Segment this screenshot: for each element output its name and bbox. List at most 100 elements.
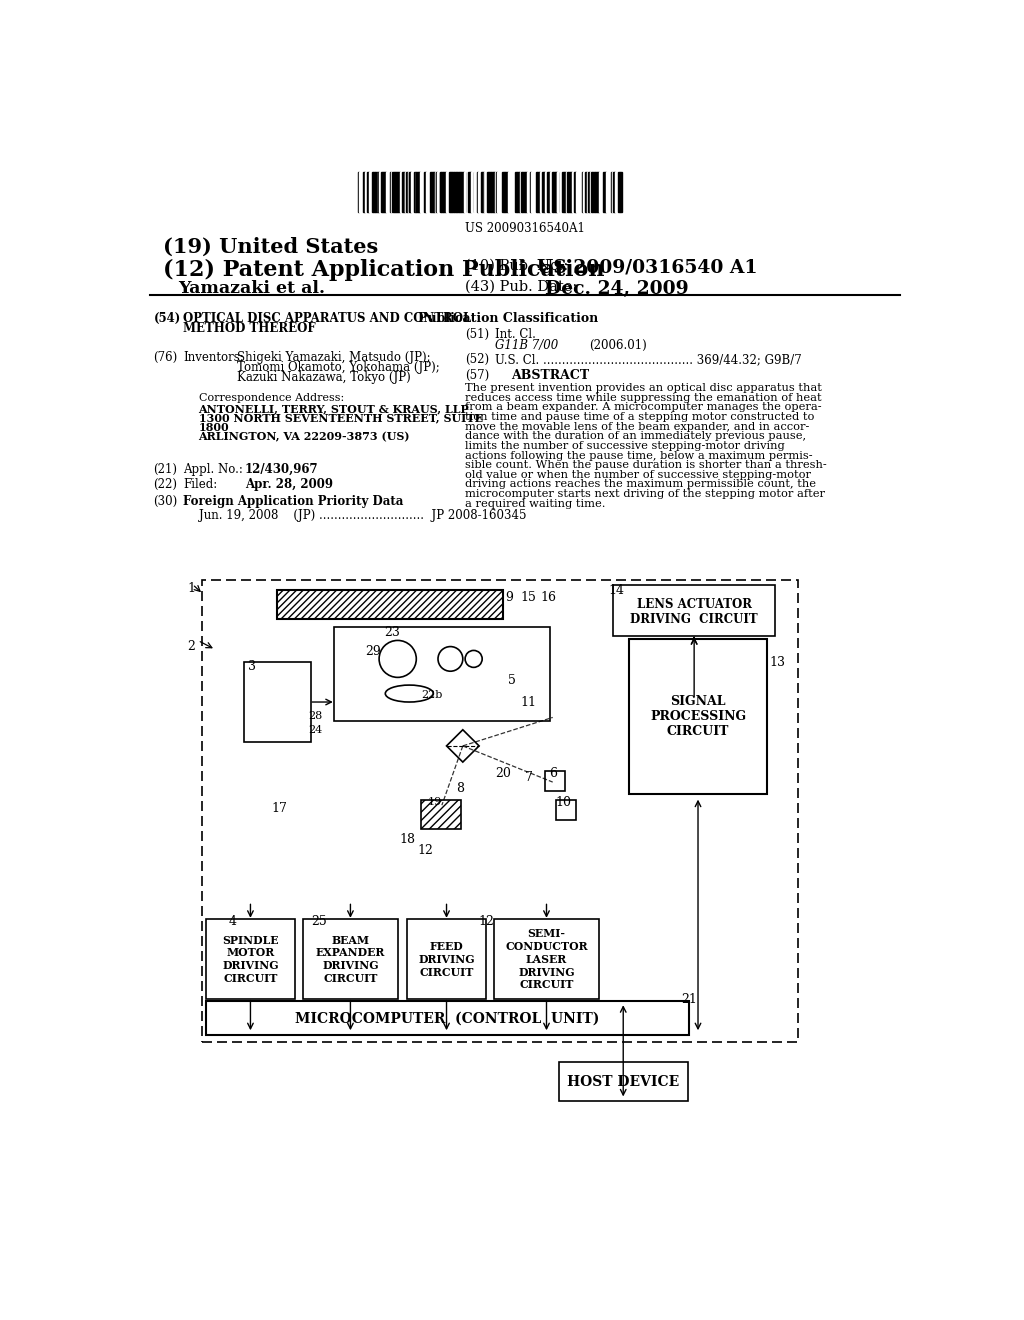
- Text: Tomomi Okamoto, Yokohama (JP);: Tomomi Okamoto, Yokohama (JP);: [238, 360, 440, 374]
- Bar: [361, 173, 362, 213]
- Text: 5: 5: [508, 675, 516, 688]
- Text: limits the number of successive stepping-motor driving: limits the number of successive stepping…: [465, 441, 784, 451]
- FancyBboxPatch shape: [407, 919, 486, 999]
- Bar: [402, 173, 404, 213]
- Bar: [536, 173, 538, 213]
- Bar: [441, 173, 442, 213]
- Bar: [388, 173, 390, 213]
- Bar: [528, 173, 529, 213]
- Text: Appl. No.:: Appl. No.:: [183, 462, 243, 475]
- Text: BEAM
EXPANDER
DRIVING
CIRCUIT: BEAM EXPANDER DRIVING CIRCUIT: [315, 935, 385, 983]
- Text: 9: 9: [506, 591, 513, 605]
- Bar: [489, 173, 490, 213]
- Text: 10: 10: [556, 796, 571, 809]
- Bar: [470, 173, 471, 213]
- FancyBboxPatch shape: [494, 919, 599, 999]
- Text: Correspondence Address:: Correspondence Address:: [199, 393, 344, 403]
- Bar: [595, 173, 597, 213]
- Bar: [443, 173, 445, 213]
- FancyBboxPatch shape: [559, 1063, 687, 1101]
- Bar: [562, 173, 563, 213]
- Bar: [560, 173, 562, 213]
- Text: ARLINGTON, VA 22209-3873 (US): ARLINGTON, VA 22209-3873 (US): [199, 430, 410, 442]
- Bar: [553, 173, 555, 213]
- Bar: [583, 173, 585, 213]
- Text: Kazuki Nakazawa, Tokyo (JP): Kazuki Nakazawa, Tokyo (JP): [238, 371, 411, 384]
- Text: 7: 7: [524, 771, 532, 784]
- Bar: [421, 800, 461, 829]
- Text: SIGNAL
PROCESSING
CIRCUIT: SIGNAL PROCESSING CIRCUIT: [650, 696, 746, 738]
- Bar: [601, 173, 603, 213]
- Text: (43) Pub. Date:: (43) Pub. Date:: [465, 280, 578, 294]
- Bar: [418, 173, 420, 213]
- Text: from a beam expander. A microcomputer manages the opera-: from a beam expander. A microcomputer ma…: [465, 403, 821, 412]
- Bar: [482, 173, 483, 213]
- Text: US 2009/0316540 A1: US 2009/0316540 A1: [538, 259, 758, 276]
- Bar: [420, 173, 423, 213]
- Bar: [524, 173, 527, 213]
- Text: Apr. 28, 2009: Apr. 28, 2009: [245, 478, 333, 491]
- Bar: [556, 800, 575, 820]
- Bar: [615, 173, 617, 213]
- Text: microcomputer starts next driving of the stepping motor after: microcomputer starts next driving of the…: [465, 490, 825, 499]
- Bar: [397, 173, 400, 213]
- Bar: [568, 173, 569, 213]
- Bar: [464, 173, 465, 213]
- Text: 21: 21: [681, 993, 697, 1006]
- Text: ABSTRACT: ABSTRACT: [511, 368, 590, 381]
- Text: (52): (52): [465, 354, 489, 366]
- Bar: [429, 173, 430, 213]
- Text: FEED
DRIVING
CIRCUIT: FEED DRIVING CIRCUIT: [418, 941, 475, 978]
- Text: Int. Cl.: Int. Cl.: [495, 327, 536, 341]
- Text: MICROCOMPUTER  (CONTROL  UNIT): MICROCOMPUTER (CONTROL UNIT): [295, 1011, 599, 1026]
- Text: tion time and pause time of a stepping motor constructed to: tion time and pause time of a stepping m…: [465, 412, 814, 422]
- Bar: [614, 173, 615, 213]
- Text: (21): (21): [154, 462, 177, 475]
- Text: 18: 18: [399, 833, 416, 846]
- Bar: [471, 173, 474, 213]
- Bar: [375, 173, 378, 213]
- Bar: [391, 173, 392, 213]
- Bar: [424, 173, 426, 213]
- FancyBboxPatch shape: [629, 639, 767, 795]
- Text: LENS ACTUATOR
DRIVING  CIRCUIT: LENS ACTUATOR DRIVING CIRCUIT: [631, 598, 758, 626]
- Bar: [475, 173, 477, 213]
- Bar: [513, 173, 515, 213]
- Text: 14: 14: [608, 585, 625, 597]
- Text: 23: 23: [384, 626, 399, 639]
- Text: driving actions reaches the maximum permissible count, the: driving actions reaches the maximum perm…: [465, 479, 816, 490]
- Circle shape: [379, 640, 417, 677]
- Bar: [506, 173, 508, 213]
- Text: ANTONELLI, TERRY, STOUT & KRAUS, LLP: ANTONELLI, TERRY, STOUT & KRAUS, LLP: [199, 404, 469, 414]
- Bar: [407, 173, 408, 213]
- Bar: [452, 173, 455, 213]
- Bar: [411, 173, 414, 213]
- Bar: [468, 173, 470, 213]
- Text: Inventors:: Inventors:: [183, 351, 244, 364]
- Text: 1300 NORTH SEVENTEENTH STREET, SUITE: 1300 NORTH SEVENTEENTH STREET, SUITE: [199, 412, 482, 424]
- Bar: [588, 173, 590, 213]
- Text: (12) Patent Application Publication: (12) Patent Application Publication: [163, 259, 604, 281]
- Text: SEMI-
CONDUCTOR
LASER
DRIVING
CIRCUIT: SEMI- CONDUCTOR LASER DRIVING CIRCUIT: [505, 928, 588, 990]
- Bar: [437, 173, 439, 213]
- Text: 13: 13: [770, 656, 785, 669]
- Text: 25: 25: [311, 915, 327, 928]
- Text: 6: 6: [550, 767, 558, 780]
- Bar: [603, 173, 604, 213]
- Bar: [449, 173, 451, 213]
- Bar: [586, 173, 587, 213]
- Bar: [362, 173, 365, 213]
- Text: Filed:: Filed:: [183, 478, 217, 491]
- FancyBboxPatch shape: [245, 663, 311, 742]
- Bar: [478, 173, 480, 213]
- Bar: [384, 173, 385, 213]
- Text: (22): (22): [154, 478, 177, 491]
- Text: a required waiting time.: a required waiting time.: [465, 499, 605, 508]
- FancyBboxPatch shape: [206, 919, 295, 999]
- Text: Publication Classification: Publication Classification: [418, 313, 598, 326]
- Bar: [566, 173, 568, 213]
- Text: (30): (30): [154, 495, 178, 508]
- Bar: [500, 173, 502, 213]
- Text: (51): (51): [465, 327, 489, 341]
- Text: (10) Pub. No.:: (10) Pub. No.:: [465, 259, 568, 272]
